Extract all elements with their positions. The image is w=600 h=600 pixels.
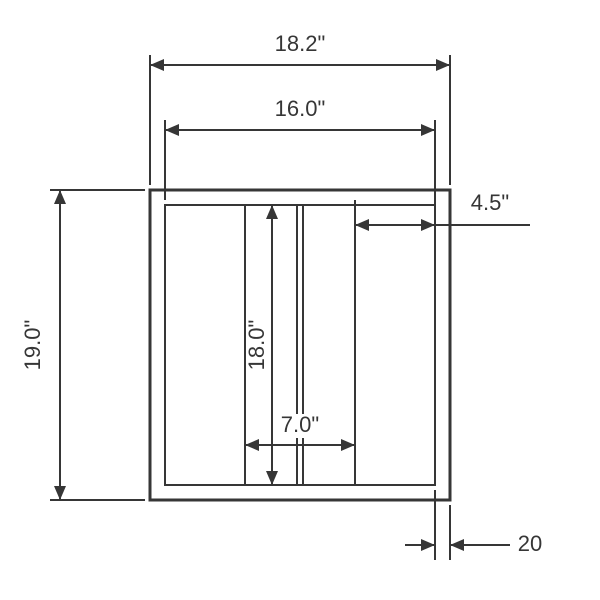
dim-inner-width: 16.0" bbox=[165, 96, 435, 200]
dim-inner-height-label: 18.0" bbox=[244, 320, 269, 371]
dim-outer-width-label: 18.2" bbox=[275, 31, 326, 56]
dim-side-hatch-label: 4.5" bbox=[471, 190, 509, 215]
dimension-drawing: 18.2" 16.0" 19.0" 18.0" 7.0" bbox=[0, 0, 600, 600]
outer-rect bbox=[150, 190, 450, 500]
dim-outer-height-label: 19.0" bbox=[20, 320, 45, 371]
dim-outer-height: 19.0" bbox=[20, 190, 145, 500]
hatch-right bbox=[355, 205, 435, 485]
dim-inner-width-label: 16.0" bbox=[275, 96, 326, 121]
dim-side-hatch: 4.5" bbox=[355, 190, 530, 235]
dim-inner-height: 18.0" bbox=[244, 205, 278, 485]
dim-center-gap-label: 7.0" bbox=[281, 412, 319, 437]
dim-bottom-margin-label: 20 bbox=[518, 531, 542, 556]
inner-rect bbox=[165, 205, 435, 485]
hatch-left bbox=[165, 205, 245, 485]
dim-center-gap: 7.0" bbox=[245, 412, 355, 451]
